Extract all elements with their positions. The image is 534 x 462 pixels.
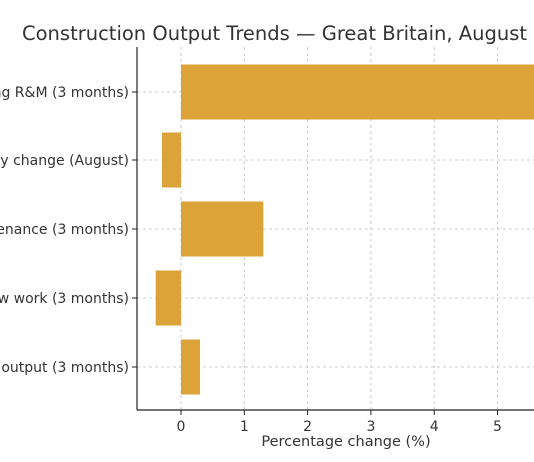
x-tick-label: 0 [177,419,186,435]
y-tick-label: Private housing R&M (3 months) [0,85,129,101]
bar [162,132,181,188]
x-axis-label: Percentage change (%) [261,434,430,450]
y-tick-label: Total output (3 months) [0,360,129,376]
x-tick-label: 4 [430,419,439,435]
bar [181,201,264,257]
bar [181,64,534,120]
bar [181,339,200,395]
x-tick-label: 3 [366,419,375,435]
x-tick-label: 2 [303,419,312,435]
x-tick-label: 1 [240,419,249,435]
bars [155,64,534,395]
y-axis-ticks: Private housing R&M (3 months) Monthly ch… [0,85,137,376]
y-tick-label: Repair and maintenance (3 months) [0,222,129,238]
chart-title: Construction Output Trends — Great Brita… [22,22,527,45]
x-tick-label: 5 [493,419,502,435]
y-tick-label: Monthly change (August) [0,153,129,169]
bar [155,270,181,326]
y-tick-label: New work (3 months) [0,291,129,307]
x-axis-ticks: 0 1 2 3 4 5 [177,410,502,435]
